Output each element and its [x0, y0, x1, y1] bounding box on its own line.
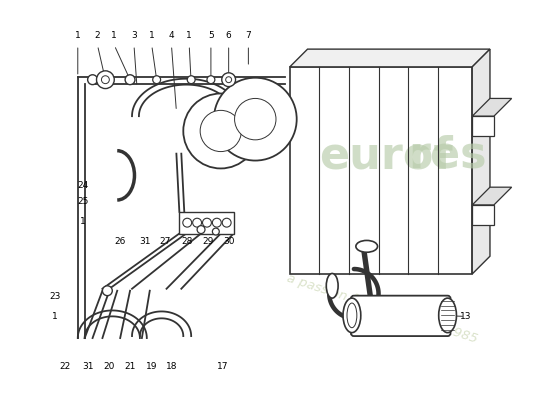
Text: 4: 4 [169, 31, 174, 40]
Text: 1: 1 [186, 31, 192, 40]
Text: 3: 3 [131, 31, 137, 40]
Circle shape [207, 76, 215, 84]
Text: 2: 2 [95, 31, 100, 40]
Circle shape [87, 75, 97, 85]
Text: 5: 5 [208, 31, 214, 40]
Text: 1: 1 [149, 31, 155, 40]
Text: 23: 23 [50, 292, 61, 301]
Circle shape [183, 218, 191, 227]
Text: 27: 27 [160, 237, 171, 246]
Text: 20: 20 [103, 362, 115, 371]
Circle shape [214, 78, 296, 160]
Text: 29: 29 [202, 237, 213, 246]
Text: 24: 24 [77, 181, 89, 190]
Circle shape [187, 76, 195, 84]
Text: 28: 28 [182, 237, 193, 246]
Text: 13: 13 [460, 312, 471, 321]
Circle shape [202, 218, 211, 227]
Ellipse shape [347, 303, 357, 328]
Text: 19: 19 [146, 362, 157, 371]
Text: 7: 7 [245, 31, 251, 40]
Circle shape [96, 71, 114, 88]
Text: 6: 6 [226, 31, 232, 40]
Text: res: res [408, 134, 487, 177]
Circle shape [197, 226, 205, 234]
Polygon shape [472, 187, 512, 205]
Bar [179, 212, 234, 234]
Polygon shape [472, 49, 490, 274]
Text: 1: 1 [75, 31, 81, 40]
Polygon shape [472, 98, 512, 116]
Bar [290, 67, 472, 274]
Circle shape [226, 77, 232, 83]
Circle shape [183, 94, 258, 168]
Text: eurof: eurof [320, 134, 453, 177]
Text: 26: 26 [114, 237, 126, 246]
Text: 21: 21 [124, 362, 136, 371]
Circle shape [222, 218, 231, 227]
Circle shape [101, 76, 109, 84]
Text: 30: 30 [223, 237, 234, 246]
Circle shape [212, 228, 219, 235]
Circle shape [192, 218, 201, 227]
Text: 31: 31 [82, 362, 94, 371]
Polygon shape [290, 49, 490, 67]
Ellipse shape [326, 274, 338, 298]
Circle shape [125, 75, 135, 85]
Circle shape [153, 76, 161, 84]
Circle shape [222, 73, 235, 86]
FancyBboxPatch shape [351, 296, 450, 336]
Bar [472, 116, 494, 136]
Text: 31: 31 [139, 237, 151, 246]
Text: 25: 25 [77, 198, 89, 206]
Ellipse shape [356, 240, 377, 252]
Ellipse shape [439, 298, 456, 333]
Text: 1: 1 [80, 217, 86, 226]
Bar [472, 205, 494, 225]
Text: 17: 17 [217, 362, 228, 371]
Text: 22: 22 [59, 362, 70, 371]
Circle shape [200, 110, 241, 152]
Text: 1: 1 [52, 312, 58, 321]
Circle shape [212, 218, 221, 227]
Text: 1: 1 [112, 31, 117, 40]
Text: a passion for parts since 1985: a passion for parts since 1985 [285, 272, 479, 346]
Circle shape [234, 98, 276, 140]
Ellipse shape [343, 298, 361, 333]
Circle shape [102, 286, 112, 296]
Text: 18: 18 [166, 362, 177, 371]
